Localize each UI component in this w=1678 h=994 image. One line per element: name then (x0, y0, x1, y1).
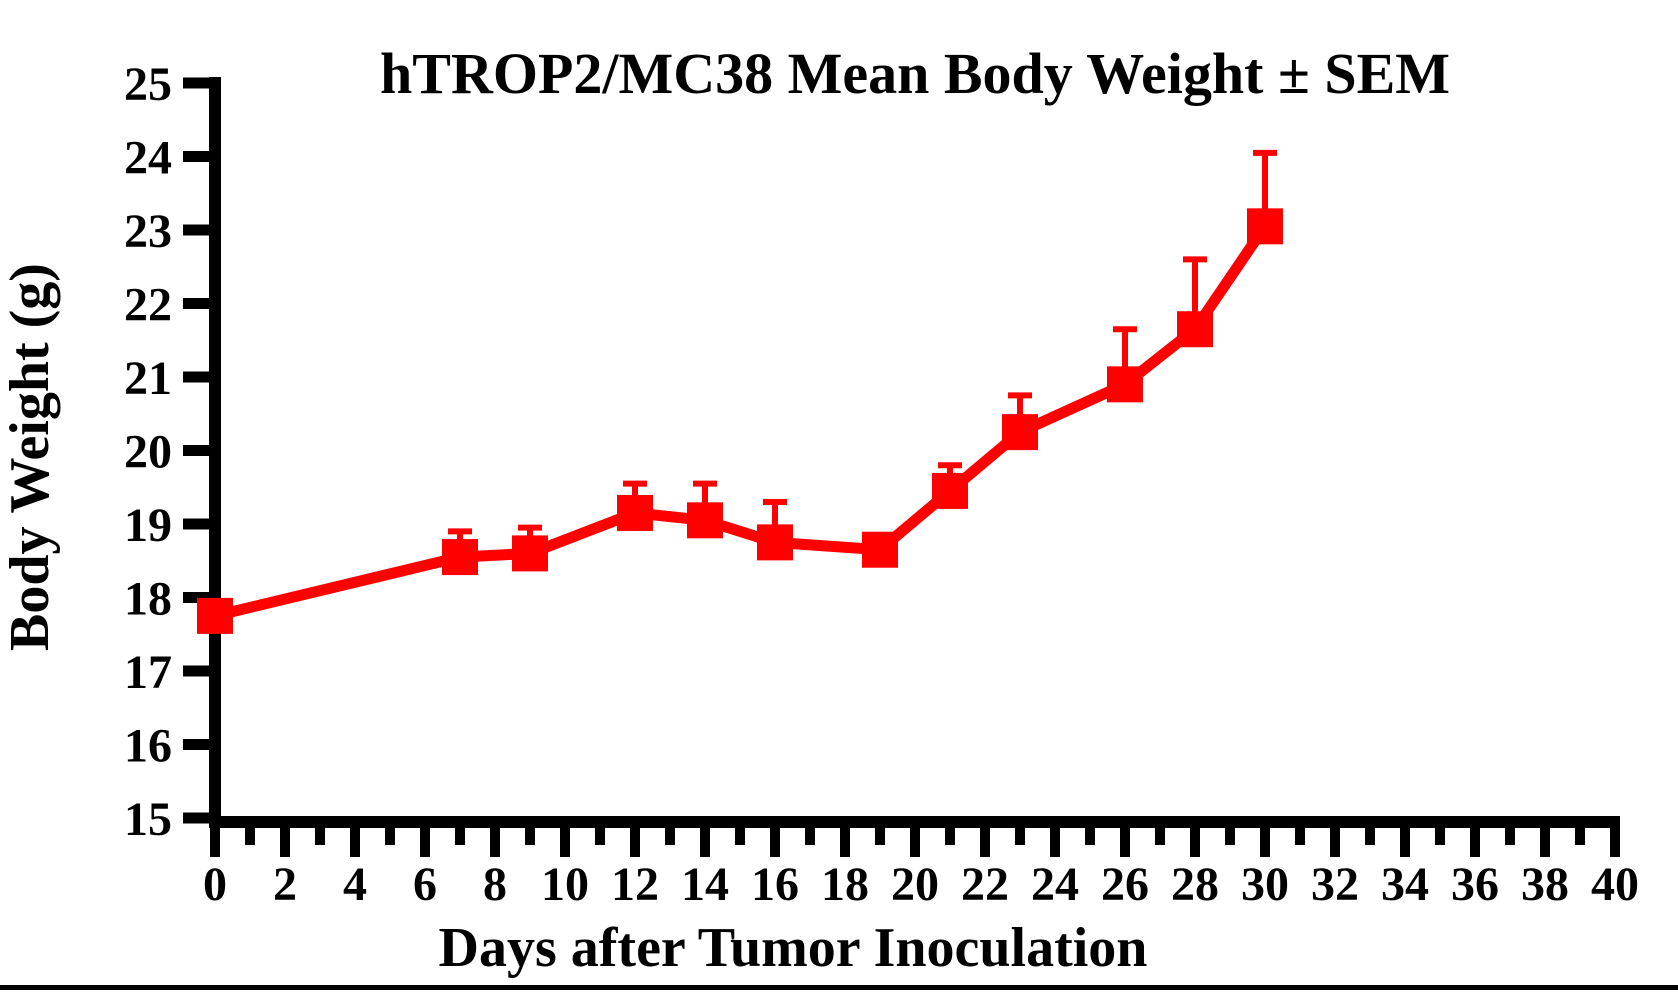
y-tick-label: 19 (124, 499, 172, 552)
x-tick-label: 20 (891, 858, 939, 911)
y-tick-label: 25 (124, 58, 172, 111)
x-axis-title: Days after Tumor Inoculation (439, 917, 1148, 979)
data-point-marker (1107, 366, 1143, 403)
x-tick-label: 22 (961, 858, 1009, 911)
x-tick-label: 6 (413, 858, 437, 911)
data-point-marker (442, 539, 478, 576)
data-point-marker (512, 535, 548, 572)
y-tick-label: 21 (124, 352, 172, 405)
y-tick-label: 22 (124, 278, 172, 331)
y-tick-label: 15 (124, 793, 172, 846)
x-tick-label: 12 (611, 858, 659, 911)
data-point-marker (1247, 208, 1283, 245)
y-axis-title: Body Weight (g) (0, 263, 61, 651)
x-tick-label: 28 (1171, 858, 1219, 911)
x-tick-label: 26 (1101, 858, 1149, 911)
x-tick-label: 8 (483, 858, 507, 911)
x-tick-label: 38 (1521, 858, 1569, 911)
data-point-marker (1177, 311, 1213, 348)
x-tick-label: 40 (1591, 858, 1639, 911)
y-tick-label: 16 (124, 719, 172, 772)
x-tick-label: 24 (1031, 858, 1079, 911)
data-point-marker (1002, 414, 1038, 451)
x-tick-label: 36 (1451, 858, 1499, 911)
y-tick-label: 20 (124, 425, 172, 478)
y-tick-label: 24 (124, 131, 172, 184)
data-point-marker (197, 597, 233, 634)
x-tick-label: 4 (343, 858, 367, 911)
x-tick-label: 16 (751, 858, 799, 911)
series-line (213, 223, 1270, 622)
y-tick-label: 17 (124, 646, 172, 699)
y-tick-label: 18 (124, 572, 172, 625)
y-tick-label: 23 (124, 205, 172, 258)
x-tick-label: 0 (203, 858, 227, 911)
x-tick-label: 34 (1381, 858, 1429, 911)
data-point-marker (757, 524, 793, 561)
x-tick-label: 18 (821, 858, 869, 911)
data-point-marker (687, 502, 723, 539)
chart-title: hTROP2/MC38 Mean Body Weight ± SEM (380, 41, 1450, 106)
x-tick-label: 2 (273, 858, 297, 911)
x-tick-label: 14 (681, 858, 729, 911)
data-point-marker (617, 494, 653, 531)
data-point-marker (932, 472, 968, 509)
bottom-border-line (0, 985, 1678, 990)
x-tick-label: 10 (541, 858, 589, 911)
x-tick-label: 30 (1241, 858, 1289, 911)
x-tick-label: 32 (1311, 858, 1359, 911)
data-point-marker (862, 531, 898, 568)
